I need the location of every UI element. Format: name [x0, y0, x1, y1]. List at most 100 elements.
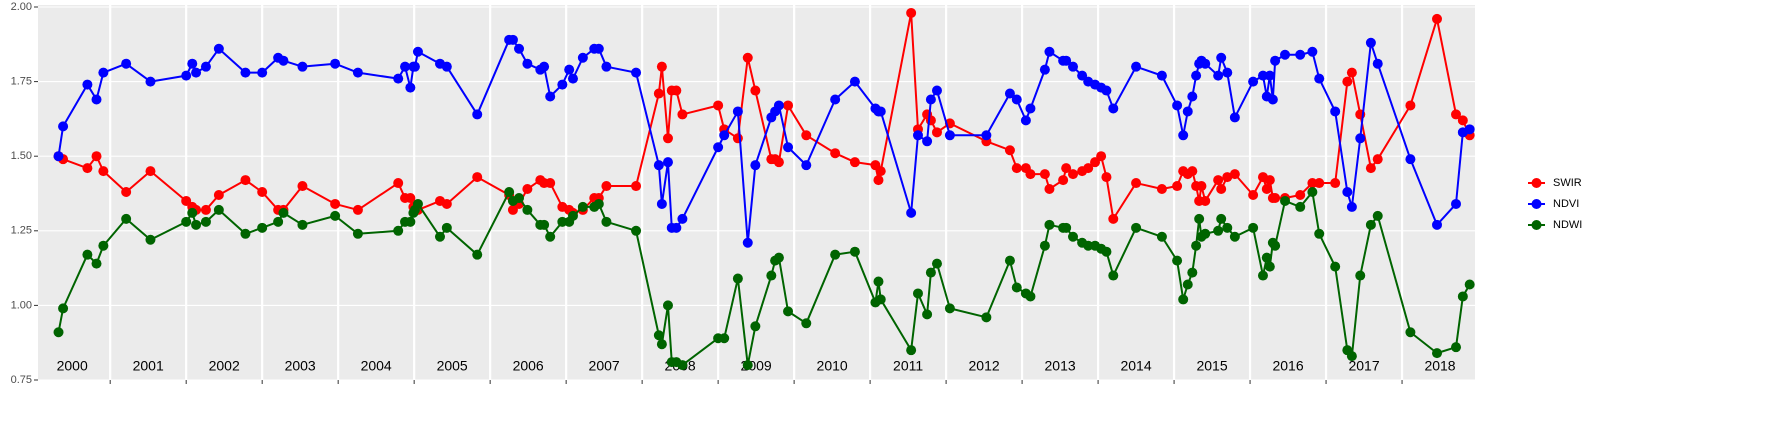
- data-point: [393, 178, 404, 189]
- data-point: [522, 58, 533, 69]
- data-point: [1222, 67, 1233, 78]
- data-point: [773, 100, 784, 111]
- data-point: [240, 67, 251, 78]
- data-point: [145, 76, 156, 87]
- data-point: [121, 213, 132, 224]
- data-point: [1261, 252, 1272, 263]
- data-point: [297, 219, 308, 230]
- data-point: [766, 270, 777, 281]
- data-point: [662, 300, 673, 311]
- data-point: [1270, 240, 1281, 251]
- year-label: 2002: [209, 358, 240, 374]
- data-point: [181, 216, 192, 227]
- data-point: [441, 222, 452, 233]
- data-point: [1365, 219, 1376, 230]
- data-point: [1101, 172, 1112, 183]
- data-point: [278, 207, 289, 218]
- data-point: [653, 88, 664, 99]
- data-point: [200, 204, 211, 215]
- data-point: [1257, 70, 1268, 81]
- data-point: [1172, 100, 1183, 111]
- data-point: [82, 249, 93, 260]
- data-point: [662, 133, 673, 144]
- data-point: [557, 216, 568, 227]
- data-point: [1432, 348, 1443, 359]
- data-point: [750, 160, 761, 171]
- data-point: [873, 175, 884, 186]
- data-point: [1330, 106, 1341, 117]
- data-point: [1432, 219, 1443, 230]
- year-label: 2012: [969, 358, 1000, 374]
- year-label: 2017: [1348, 358, 1379, 374]
- data-point: [656, 339, 667, 350]
- data-point: [187, 207, 198, 218]
- data-point: [1365, 163, 1376, 174]
- data-point: [91, 151, 102, 162]
- data-point: [1156, 70, 1167, 81]
- data-point: [1295, 201, 1306, 212]
- data-point: [567, 210, 578, 221]
- data-point: [352, 204, 363, 215]
- data-point: [213, 43, 224, 54]
- data-point: [240, 228, 251, 239]
- data-point: [1330, 261, 1341, 272]
- data-point: [393, 225, 404, 236]
- data-point: [1061, 55, 1072, 66]
- data-point: [875, 106, 886, 117]
- data-point: [1264, 70, 1275, 81]
- data-point: [514, 43, 525, 54]
- data-point: [925, 267, 936, 278]
- data-point: [1025, 169, 1036, 180]
- data-point: [677, 360, 688, 371]
- data-point: [1058, 175, 1069, 186]
- data-point: [1108, 270, 1119, 281]
- legend-label: SWIR: [1553, 177, 1582, 189]
- data-point: [773, 252, 784, 263]
- plot-panel: [38, 5, 1475, 380]
- data-point: [1405, 327, 1416, 338]
- data-point: [91, 94, 102, 105]
- year-label: 2003: [285, 358, 316, 374]
- data-point: [1011, 282, 1022, 293]
- data-point: [1182, 106, 1193, 117]
- data-point: [545, 91, 556, 102]
- data-point: [750, 85, 761, 96]
- data-point: [522, 184, 533, 195]
- data-point: [1191, 240, 1202, 251]
- data-point: [1068, 169, 1079, 180]
- data-point: [53, 151, 64, 162]
- data-point: [145, 166, 156, 177]
- data-point: [1011, 94, 1022, 105]
- data-point: [1131, 178, 1142, 189]
- data-point: [830, 94, 841, 105]
- legend-label: NDWI: [1553, 219, 1582, 231]
- year-label: 2015: [1196, 358, 1227, 374]
- data-point: [441, 198, 452, 209]
- data-point: [732, 106, 743, 117]
- data-point: [1004, 145, 1015, 156]
- data-point: [412, 46, 423, 57]
- data-point: [1194, 213, 1205, 224]
- data-point: [1108, 103, 1119, 114]
- data-point: [121, 187, 132, 198]
- data-point: [677, 109, 688, 120]
- data-point: [330, 58, 341, 69]
- data-point: [631, 181, 642, 192]
- data-point: [601, 61, 612, 72]
- data-point: [875, 166, 886, 177]
- data-point: [656, 198, 667, 209]
- data-point: [405, 82, 416, 93]
- y-tick-label: 0.75: [11, 374, 32, 386]
- data-point: [1280, 49, 1291, 60]
- data-point: [273, 216, 284, 227]
- data-point: [98, 67, 109, 78]
- year-label: 2014: [1120, 358, 1151, 374]
- data-point: [1295, 189, 1306, 200]
- data-point: [504, 187, 515, 198]
- data-point: [1372, 154, 1383, 165]
- y-tick-label: 1.75: [11, 76, 32, 88]
- data-point: [830, 249, 841, 260]
- data-point: [593, 43, 604, 54]
- data-point: [873, 276, 884, 287]
- legend-marker: [1531, 220, 1542, 230]
